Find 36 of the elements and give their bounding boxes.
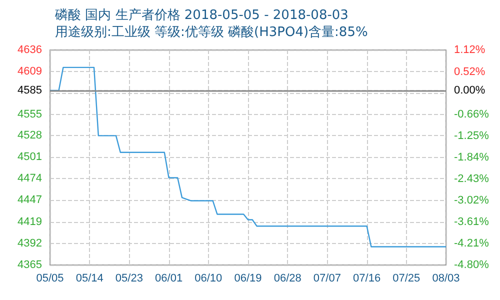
x-tick-label: 05/05 <box>36 272 64 284</box>
x-tick-label: 06/28 <box>274 272 302 284</box>
y2-tick-label: 0.00% <box>454 84 486 97</box>
x-tick-label: 05/14 <box>76 272 104 284</box>
y2-tick-label: 0.52% <box>454 66 486 78</box>
x-tick-label: 07/25 <box>392 272 420 284</box>
x-tick-label: 07/16 <box>353 272 381 284</box>
y-tick-label: 4474 <box>18 172 42 185</box>
x-tick-label: 05/23 <box>115 272 143 284</box>
chart-title: 磷酸 国内 生产者价格 2018-05-05 - 2018-08-03 <box>54 8 348 23</box>
y-tick-label: 4609 <box>18 65 42 78</box>
y-tick-label: 4555 <box>18 108 42 120</box>
y-tick-label: 4636 <box>18 44 42 56</box>
y2-tick-label: -1.25% <box>454 130 490 142</box>
line-series <box>49 66 447 248</box>
x-tick-label: 06/01 <box>155 272 183 284</box>
x-tick-label: 07/07 <box>313 272 341 284</box>
y2-tick-label: 1.12% <box>454 44 486 56</box>
y-tick-label: 4585 <box>18 84 42 96</box>
y-tick-label: 4419 <box>18 216 42 228</box>
y-tick-label: 4501 <box>18 151 42 164</box>
y2-tick-label: -1.84% <box>454 152 490 164</box>
x-tick-label: 06/19 <box>234 272 262 284</box>
y2-tick-label: -2.43% <box>454 172 490 185</box>
y2-tick-label: -4.21% <box>454 238 490 250</box>
chart-subtitle: 用途级别:工业级 等级:优等级 磷酸(H3PO4)含量:85% <box>55 25 368 40</box>
y-tick-label: 4392 <box>18 238 42 250</box>
y-tick-label: 4528 <box>18 130 42 142</box>
y-tick-label: 4447 <box>18 194 42 206</box>
y2-tick-label: -3.61% <box>454 216 490 228</box>
x-tick-label: 08/03 <box>432 272 460 284</box>
y2-tick-label: -3.02% <box>454 194 490 206</box>
y-tick-label: 4365 <box>18 259 42 271</box>
y2-tick-label: -0.66% <box>454 108 490 121</box>
y2-tick-label: -4.80% <box>454 259 490 271</box>
x-tick-label: 06/10 <box>194 272 222 284</box>
